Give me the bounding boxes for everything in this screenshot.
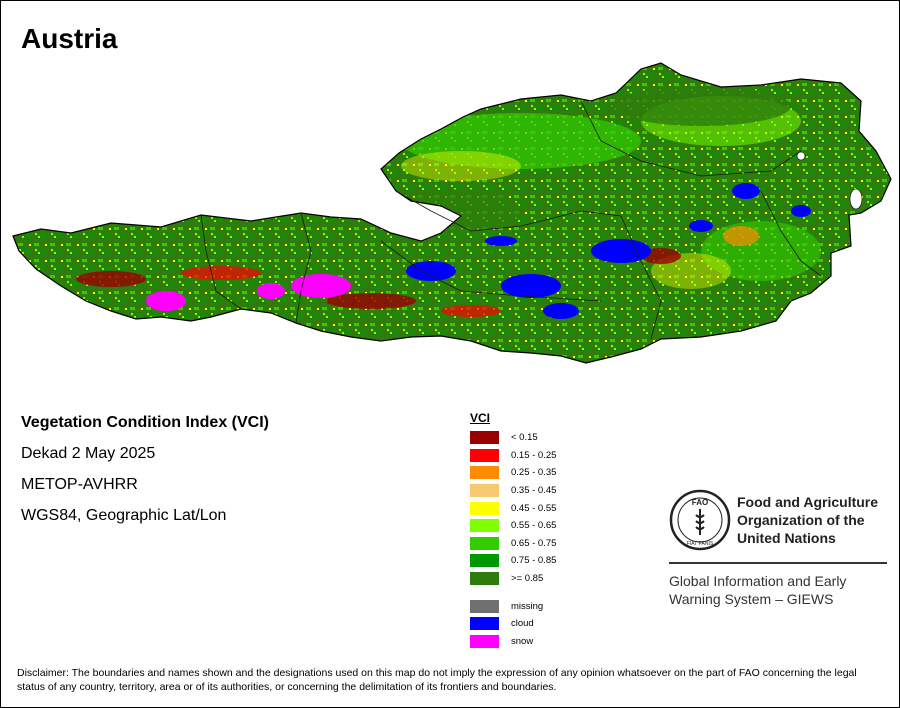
legend-class-swatch bbox=[470, 519, 499, 533]
vci-legend: VCI < 0.15 0.15 - 0.25 0.25 - 0.35 0.35 - 0… bbox=[470, 411, 556, 650]
fao-emblem-icon: FAO FIAT PANIS bbox=[669, 489, 731, 551]
legend-special-row: missing bbox=[470, 597, 556, 615]
legend-special-swatch bbox=[470, 617, 499, 631]
period-text: Dekad 2 May 2025 bbox=[21, 445, 156, 462]
emblem-text: FAO bbox=[692, 498, 708, 507]
legend-class-swatch bbox=[470, 554, 499, 568]
legend-class-swatch bbox=[470, 484, 499, 498]
country-boundary bbox=[12, 62, 892, 364]
legend-class-label: 0.35 - 0.45 bbox=[511, 485, 557, 497]
legend-class-row: 0.25 - 0.35 bbox=[470, 464, 556, 482]
lake-neusiedl bbox=[849, 188, 863, 210]
legend-special-swatch bbox=[470, 599, 499, 613]
legend-special-row: snow bbox=[470, 633, 556, 651]
vci-map bbox=[12, 62, 892, 364]
legend-class-row: 0.55 - 0.65 bbox=[470, 517, 556, 535]
province-boundaries bbox=[200, 100, 822, 340]
fao-divider bbox=[669, 562, 887, 564]
legend-class-label: 0.65 - 0.75 bbox=[511, 537, 557, 549]
legend-class-swatch bbox=[470, 448, 499, 462]
legend-special-label: missing bbox=[511, 600, 544, 612]
legend-class-row: 0.45 - 0.55 bbox=[470, 499, 556, 517]
legend-special-row: cloud bbox=[470, 615, 556, 633]
vienna-marker bbox=[796, 151, 806, 161]
legend-special-swatch bbox=[470, 634, 499, 648]
legend-class-swatch bbox=[470, 536, 499, 550]
legend-class-row: 0.35 - 0.45 bbox=[470, 482, 556, 500]
legend-class-row: 0.15 - 0.25 bbox=[470, 447, 556, 465]
legend-class-row: < 0.15 bbox=[470, 429, 556, 447]
legend-class-swatch bbox=[470, 431, 499, 445]
legend-class-swatch bbox=[470, 572, 499, 586]
sensor-text: METOP-AVHRR bbox=[21, 476, 138, 493]
giews-name: Global Information and Early Warning Sys… bbox=[669, 573, 847, 607]
index-heading: Vegetation Condition Index (VCI) bbox=[21, 414, 269, 431]
legend-class-row: >= 0.85 bbox=[470, 570, 556, 588]
legend-class-label: >= 0.85 bbox=[511, 573, 544, 585]
legend-class-swatch bbox=[470, 466, 499, 480]
legend-class-swatch bbox=[470, 501, 499, 515]
map-info: Vegetation Condition Index (VCI) Dekad 2… bbox=[21, 414, 269, 538]
legend-classes: < 0.15 0.15 - 0.25 0.25 - 0.35 0.35 - 0.45 0… bbox=[470, 429, 556, 587]
legend-class-row: 0.75 - 0.85 bbox=[470, 552, 556, 570]
legend-class-label: 0.75 - 0.85 bbox=[511, 555, 557, 567]
legend-special: missing cloud snow bbox=[470, 597, 556, 650]
vci-raster bbox=[13, 63, 891, 363]
fao-name: Food and Agriculture Organization of the… bbox=[737, 494, 879, 546]
projection-text: WGS84, Geographic Lat/Lon bbox=[21, 507, 227, 524]
disclaimer: Disclaimer: The boundaries and names sho… bbox=[17, 667, 857, 693]
emblem-motto: FIAT PANIS bbox=[687, 541, 714, 547]
map-title: Austria bbox=[21, 23, 118, 54]
legend-class-label: 0.15 - 0.25 bbox=[511, 449, 557, 461]
legend-class-label: 0.25 - 0.35 bbox=[511, 467, 557, 479]
legend-title: VCI bbox=[470, 411, 491, 425]
fao-branding: FAO FIAT PANIS Food and Agriculture Orga… bbox=[669, 489, 889, 608]
legend-special-label: cloud bbox=[511, 618, 534, 630]
legend-class-row: 0.65 - 0.75 bbox=[470, 535, 556, 553]
legend-class-label: 0.55 - 0.65 bbox=[511, 520, 557, 532]
legend-special-label: snow bbox=[511, 635, 534, 647]
legend-class-label: 0.45 - 0.55 bbox=[511, 502, 557, 514]
legend-class-label: < 0.15 bbox=[511, 432, 538, 444]
